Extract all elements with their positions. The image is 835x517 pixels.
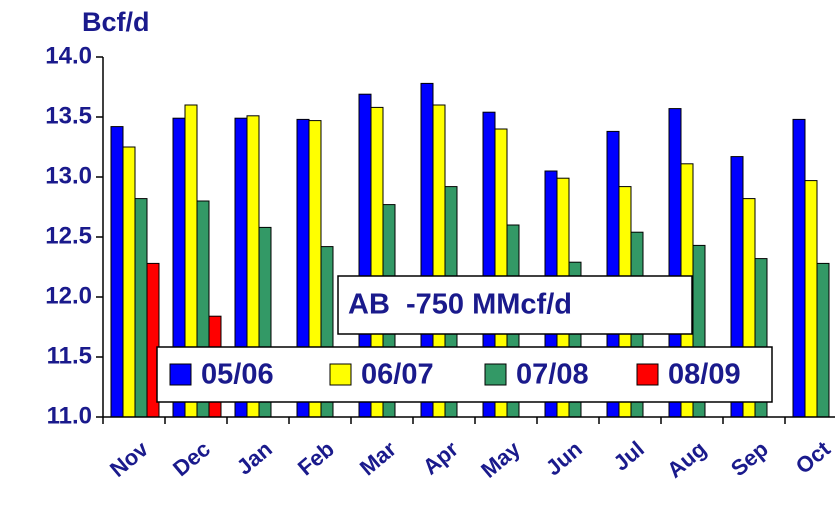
legend-label: 06/07 xyxy=(361,359,434,391)
annotation-box xyxy=(337,275,693,335)
y-tick-label: 13.5 xyxy=(45,102,92,129)
legend-swatch xyxy=(169,363,192,386)
y-tick-label: 11.5 xyxy=(47,342,92,369)
x-tick-label: May xyxy=(476,436,525,483)
x-tick-label: Apr xyxy=(418,436,463,480)
x-tick-label: Jan xyxy=(232,436,277,480)
x-tick-label: Sep xyxy=(726,436,773,481)
bar xyxy=(792,118,806,418)
legend-swatch xyxy=(636,363,659,386)
x-tick-label: Jul xyxy=(609,436,649,476)
y-tick-label: 12.0 xyxy=(45,282,92,309)
x-tick-label: Nov xyxy=(105,436,153,482)
bar xyxy=(816,262,830,418)
y-tick-label: 11.0 xyxy=(47,402,92,429)
x-tick-label: Mar xyxy=(355,436,401,481)
x-tick-label: Aug xyxy=(662,436,711,483)
bar xyxy=(122,146,136,418)
legend-label: 05/06 xyxy=(201,359,274,391)
x-tick-label: Oct xyxy=(791,436,835,479)
annotation: AB -750 MMcf/d xyxy=(348,289,572,321)
x-tick-label: Feb xyxy=(293,436,339,480)
y-tick-label: 12.5 xyxy=(45,222,92,249)
legend-swatch xyxy=(329,363,352,386)
y-axis-label: Bcf/d xyxy=(82,7,150,37)
x-tick-label: Dec xyxy=(168,436,215,481)
bar xyxy=(134,198,148,418)
bar xyxy=(110,126,124,418)
legend-box xyxy=(156,346,773,403)
x-tick-label: Jun xyxy=(541,436,587,480)
legend-label: 07/08 xyxy=(516,359,589,391)
y-tick-label: 13.0 xyxy=(45,162,92,189)
bar xyxy=(804,180,818,418)
y-tick-label: 14.0 xyxy=(45,42,92,69)
legend-swatch xyxy=(484,363,507,386)
legend-label: 08/09 xyxy=(668,359,741,391)
